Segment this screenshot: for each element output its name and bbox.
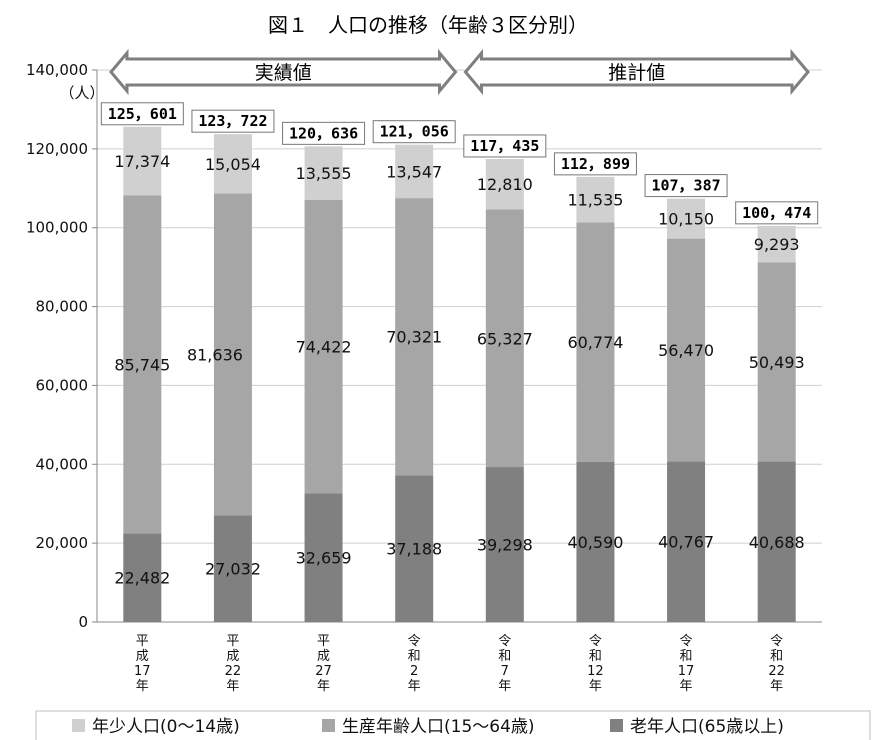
total-label: 123，722 — [198, 112, 267, 130]
bar-segment-elderly — [757, 461, 796, 622]
total-label: 112，899 — [561, 155, 630, 173]
bar-segment-elderly — [576, 461, 615, 622]
legend-label: 老年人口(65歳以上) — [630, 717, 784, 737]
legend-box — [35, 710, 871, 740]
total-label: 121，056 — [380, 123, 449, 141]
segment-label-elderly: 27,032 — [205, 560, 261, 579]
total-label-box — [191, 109, 275, 133]
bar-segment-elderly — [485, 467, 524, 622]
segment-label-youth: 11,535 — [567, 191, 623, 210]
x-tick-label: 令和 12 年 — [587, 634, 604, 694]
chart-title: 図１ 人口の推移（年齢３区分別） — [268, 13, 588, 37]
x-tick-label: 令和 22 年 — [768, 634, 785, 694]
legend-swatch — [610, 719, 623, 732]
bar-segment-youth — [213, 134, 252, 194]
segment-label-elderly: 40,590 — [567, 533, 623, 552]
segment-label-working-age: 50,493 — [749, 353, 805, 372]
bar-segment-youth — [757, 225, 796, 263]
total-label-box — [282, 121, 366, 145]
period-banner-arrow — [109, 48, 458, 96]
total-label-box — [463, 134, 547, 158]
bar-segment-working-age — [757, 262, 796, 462]
y-tick-label: 80,000 — [36, 298, 89, 316]
bar-segment-working-age — [576, 222, 615, 462]
segment-label-youth: 13,555 — [296, 164, 352, 183]
segment-label-working-age: 81,636 — [187, 345, 243, 364]
bar-stacks: 22,482 85,745 17,374 125，601 27,032 81,636 15,… — [100, 102, 819, 622]
period-banner-arrow — [463, 48, 810, 96]
segment-label-youth: 10,150 — [658, 210, 714, 229]
segment-label-elderly: 37,188 — [386, 540, 442, 559]
total-label-box — [372, 120, 456, 144]
bar-segment-youth — [304, 146, 343, 200]
bar-segment-youth — [667, 198, 706, 239]
period-banner-label: 実績値 — [255, 62, 312, 84]
segment-label-youth: 13,547 — [386, 162, 442, 181]
bar-segment-youth — [576, 176, 615, 223]
total-label: 100，474 — [742, 204, 811, 222]
total-label-box — [644, 174, 728, 198]
x-tick-label: 令和 7 年 — [498, 634, 511, 694]
segment-label-working-age: 70,321 — [386, 328, 442, 347]
total-label: 107，387 — [651, 177, 720, 195]
legend-swatch — [72, 719, 85, 732]
bar-segment-working-age — [485, 209, 524, 468]
bar-segment-elderly — [667, 461, 706, 622]
y-tick-label: 0 — [78, 613, 88, 631]
segment-label-elderly: 40,767 — [658, 533, 714, 552]
segment-label-elderly: 22,482 — [114, 569, 170, 588]
x-tick-label: 平成 22 年 — [225, 634, 242, 694]
period-banners: 実績値 推計値 — [109, 48, 810, 96]
bar-segment-working-age — [395, 198, 434, 476]
y-axis: 0 20,000 40,000 60,000 80,000 100,000 120,000 1… — [26, 61, 98, 631]
legend: 年少人口(0～14歳) 生産年齢人口(15～64歳) 老年人口(65歳以上) — [35, 710, 871, 740]
total-label-box — [553, 152, 637, 176]
x-axis: 平成 17 年 平成 22 年 平成 27 年 令和 2 年 令和 7 年 令和 12 年 令和 17 年 令和 22 年 — [134, 634, 785, 694]
segment-label-elderly: 40,688 — [749, 533, 805, 552]
bar-segment-working-age — [667, 238, 706, 462]
y-axis-unit: （人） — [59, 84, 104, 102]
total-label: 125，601 — [108, 105, 177, 123]
bar-segment-working-age — [123, 195, 162, 534]
bar-segment-elderly — [123, 533, 162, 622]
segment-label-elderly: 32,659 — [296, 549, 352, 568]
segment-label-elderly: 39,298 — [477, 536, 533, 555]
bar-segment-youth — [395, 144, 434, 199]
segment-label-youth: 17,374 — [114, 152, 170, 171]
total-label-box — [735, 201, 819, 225]
y-tick-label: 140,000 — [26, 61, 88, 79]
y-tick-label: 100,000 — [26, 219, 88, 237]
legend-label: 生産年齢人口(15～64歳) — [342, 717, 535, 737]
x-tick-label: 令和 2 年 — [408, 634, 421, 694]
segment-label-working-age: 74,422 — [296, 338, 352, 357]
y-tick-label: 120,000 — [26, 140, 88, 158]
segment-label-working-age: 85,745 — [114, 355, 170, 374]
bar-segment-working-age — [304, 199, 343, 494]
y-tick-label: 60,000 — [36, 376, 89, 394]
bar-segment-youth — [485, 158, 524, 210]
segment-label-working-age: 56,470 — [658, 341, 714, 360]
legend-swatch — [322, 719, 335, 732]
bar-segment-elderly — [395, 475, 434, 622]
segment-label-youth: 12,810 — [477, 175, 533, 194]
x-tick-label: 令和 17 年 — [678, 634, 695, 694]
x-tick-label: 平成 17 年 — [134, 634, 151, 694]
x-tick-label: 平成 27 年 — [315, 634, 332, 694]
y-tick-label: 40,000 — [36, 455, 89, 473]
y-tick-label: 20,000 — [36, 534, 89, 552]
segment-label-working-age: 65,327 — [477, 329, 533, 348]
bar-segment-working-age — [213, 193, 252, 516]
total-label: 120，636 — [289, 124, 358, 142]
legend-label: 年少人口(0～14歳) — [92, 717, 240, 737]
total-label: 117，435 — [470, 137, 539, 155]
bar-segment-elderly — [304, 493, 343, 622]
bar-segment-youth — [123, 126, 162, 196]
segment-label-youth: 9,293 — [754, 235, 800, 254]
bar-segment-elderly — [213, 515, 252, 622]
segment-label-working-age: 60,774 — [567, 333, 623, 352]
segment-label-youth: 15,054 — [205, 155, 261, 174]
total-label-box — [100, 102, 184, 126]
period-banner-label: 推計値 — [608, 62, 665, 84]
